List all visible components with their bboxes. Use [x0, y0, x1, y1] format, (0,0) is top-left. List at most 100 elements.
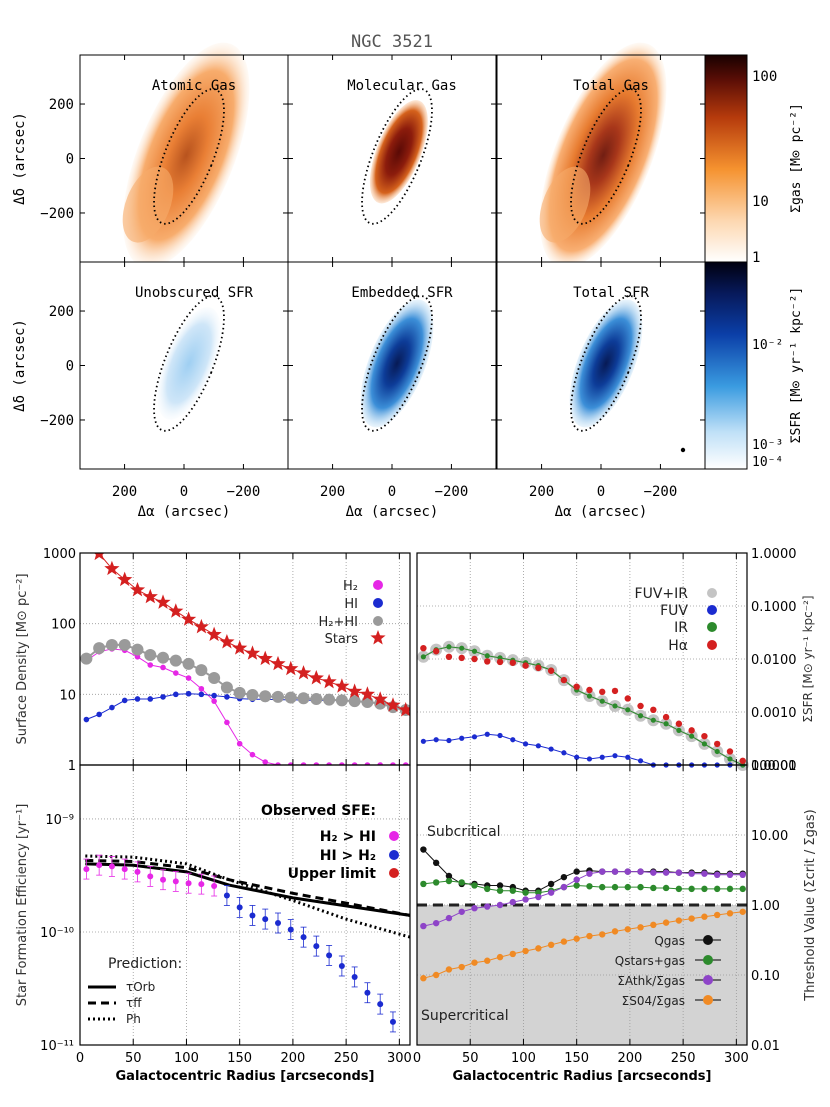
data-point	[262, 759, 269, 765]
data-point	[713, 740, 721, 748]
y-axis-label: Surface Density [M⊙ pc⁻²]	[15, 573, 30, 744]
galaxy-emission	[369, 100, 428, 204]
x-tick-label: 300	[724, 1051, 749, 1066]
x-tick-label: 200	[280, 1051, 305, 1066]
star-marker	[283, 660, 299, 676]
data-point	[509, 659, 517, 666]
data-point	[339, 762, 345, 765]
r25-ellipse	[361, 295, 433, 432]
star-marker	[295, 665, 312, 680]
data-point	[262, 916, 269, 923]
data-point	[713, 885, 721, 893]
data-point	[297, 692, 310, 705]
colorbar-gas-tick: 100	[752, 69, 777, 85]
data-point	[211, 883, 218, 890]
legend-marker	[373, 598, 383, 608]
map-panel-title: Total Gas	[573, 78, 649, 94]
star-marker	[181, 611, 197, 626]
legend-label: Stars	[325, 632, 359, 647]
data-point	[560, 873, 568, 881]
data-point	[471, 905, 478, 912]
x-tick-label: −200	[644, 484, 678, 500]
data-point	[701, 732, 708, 740]
colorbar-gas-label: Σgas [M⊙ pc⁻²]	[789, 103, 804, 213]
data-point	[739, 885, 746, 893]
data-point	[172, 878, 179, 885]
data-point	[522, 896, 529, 903]
data-point	[108, 863, 115, 870]
data-point	[458, 879, 465, 886]
data-point	[160, 876, 167, 883]
y-tick-label: 10⁻¹⁰	[40, 926, 74, 941]
data-point	[484, 885, 491, 893]
data-point	[198, 881, 205, 888]
colorbar-sfr-tick: 10⁻²	[752, 338, 783, 353]
data-point	[624, 926, 631, 933]
data-point	[272, 690, 284, 703]
data-point	[185, 675, 192, 681]
data-point	[675, 720, 683, 727]
data-point	[739, 757, 746, 765]
data-point	[573, 683, 580, 690]
x-tick-label: −200	[435, 484, 469, 500]
r25-ellipse	[570, 88, 642, 225]
data-point	[420, 922, 427, 930]
y-tick-label: 0.0100	[751, 653, 797, 668]
colorbar-sfr-tick: 10⁻⁴	[752, 455, 783, 470]
data-point	[471, 648, 478, 654]
data-point	[198, 691, 205, 698]
map-panel-title: Total SFR	[573, 285, 649, 301]
data-point	[522, 889, 529, 896]
data-point	[548, 746, 554, 752]
star-marker	[321, 673, 337, 689]
legend-label: HI > H₂	[320, 848, 376, 864]
data-point	[599, 931, 606, 938]
data-point	[586, 756, 593, 762]
data-point	[497, 732, 503, 739]
data-point	[586, 870, 593, 877]
data-point	[688, 870, 695, 877]
data-point	[121, 697, 128, 704]
series-line-2	[423, 646, 743, 766]
star-marker	[359, 686, 375, 701]
data-point	[326, 762, 332, 765]
data-point	[323, 693, 336, 706]
data-point	[224, 719, 230, 726]
data-point	[496, 887, 504, 894]
data-point	[573, 935, 580, 942]
data-point	[377, 762, 383, 765]
legend-label: H₂+HI	[319, 615, 359, 630]
data-point	[625, 707, 631, 713]
legend-marker	[703, 955, 713, 965]
data-point	[471, 734, 478, 740]
data-point	[432, 879, 440, 886]
data-point	[364, 989, 371, 996]
x-tick-label: 200	[529, 484, 554, 500]
legend-label: Qgas	[654, 934, 685, 948]
data-point	[650, 717, 656, 723]
data-point	[364, 762, 371, 765]
data-point	[284, 691, 297, 704]
data-point	[688, 727, 695, 734]
map-panel-title: Atomic Gas	[152, 78, 236, 94]
data-point	[611, 883, 619, 891]
y-tick-label: 200	[49, 304, 74, 320]
data-point	[726, 748, 734, 755]
data-point	[134, 696, 141, 702]
data-point	[458, 963, 465, 971]
data-point	[93, 642, 106, 655]
star-marker	[79, 524, 94, 539]
y-tick-label: 1	[68, 759, 76, 774]
data-point	[560, 676, 568, 684]
data-point	[134, 868, 141, 875]
data-point	[726, 910, 734, 917]
data-point	[471, 959, 478, 966]
data-point	[420, 880, 427, 888]
data-point	[701, 885, 708, 893]
y-tick-label: 200	[49, 97, 74, 113]
legend-marker	[707, 605, 717, 615]
data-point	[432, 919, 440, 927]
data-point	[689, 733, 695, 739]
prediction-line-0	[85, 862, 411, 917]
star-marker	[142, 588, 158, 604]
